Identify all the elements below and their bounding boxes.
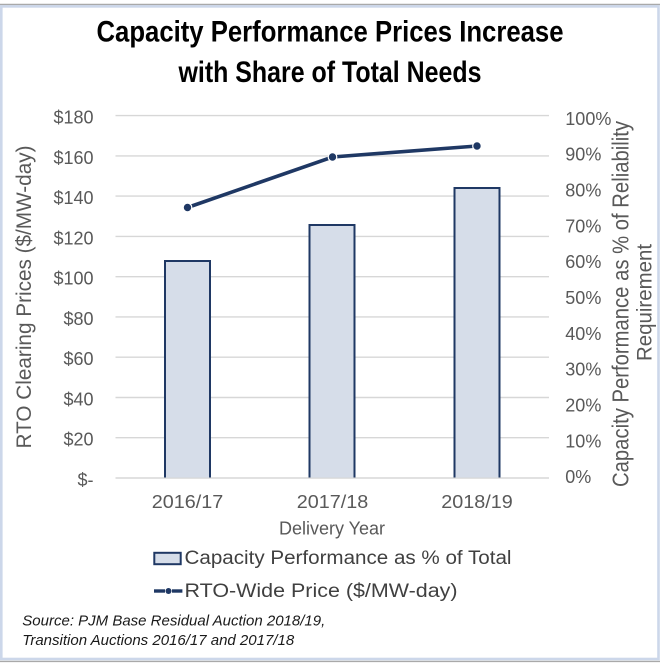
svg-text:30%: 30% xyxy=(565,360,601,380)
svg-text:100%: 100% xyxy=(565,109,611,129)
svg-text:Capacity Performance as % of R: Capacity Performance as % of Reliability xyxy=(608,121,634,487)
svg-text:20%: 20% xyxy=(565,396,601,416)
svg-text:Transition Auctions 2016/17 an: Transition Auctions 2016/17 and 2017/18 xyxy=(22,632,295,649)
svg-text:Capacity Performance as % of T: Capacity Performance as % of Total xyxy=(185,548,512,569)
svg-text:RTO Clearing Prices ($/MW-day): RTO Clearing Prices ($/MW-day) xyxy=(13,145,36,448)
svg-text:$60: $60 xyxy=(63,349,93,369)
svg-text:$180: $180 xyxy=(53,108,93,128)
svg-text:$-: $- xyxy=(77,470,93,490)
svg-text:$40: $40 xyxy=(63,390,93,410)
svg-text:40%: 40% xyxy=(565,324,601,344)
svg-text:RTO-Wide Price ($/MW-day): RTO-Wide Price ($/MW-day) xyxy=(185,581,458,602)
svg-text:with Share of Total Needs: with Share of Total Needs xyxy=(178,56,482,89)
svg-text:Source: PJM Base Residual Auct: Source: PJM Base Residual Auction 2018/1… xyxy=(22,612,325,629)
svg-text:$80: $80 xyxy=(63,309,93,329)
svg-text:2016/17: 2016/17 xyxy=(152,492,224,512)
svg-text:0%: 0% xyxy=(565,467,591,487)
svg-text:$140: $140 xyxy=(53,188,93,208)
svg-text:80%: 80% xyxy=(565,181,601,201)
svg-text:60%: 60% xyxy=(565,252,601,272)
svg-text:Delivery Year: Delivery Year xyxy=(279,519,385,539)
svg-text:10%: 10% xyxy=(565,431,601,451)
svg-text:$160: $160 xyxy=(53,148,93,168)
svg-text:$20: $20 xyxy=(63,430,93,450)
svg-text:2017/18: 2017/18 xyxy=(297,492,369,512)
svg-text:Requirement: Requirement xyxy=(634,244,657,361)
svg-text:90%: 90% xyxy=(565,145,601,165)
svg-text:70%: 70% xyxy=(565,216,601,236)
svg-text:Capacity Performance Prices In: Capacity Performance Prices Increase xyxy=(97,15,564,48)
svg-text:50%: 50% xyxy=(565,288,601,308)
svg-text:$120: $120 xyxy=(53,228,93,248)
svg-text:$100: $100 xyxy=(53,269,93,289)
svg-text:2018/19: 2018/19 xyxy=(441,492,513,512)
